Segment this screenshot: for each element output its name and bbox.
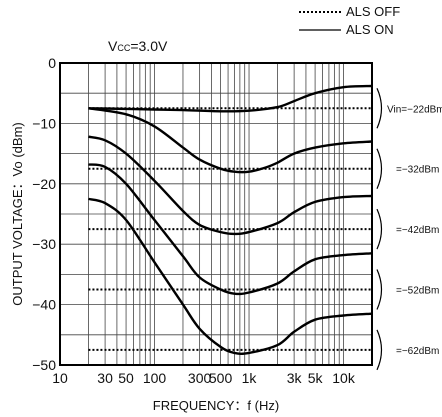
plot-frame: [59, 62, 373, 366]
x-tick-label: 100: [143, 370, 167, 386]
legend-label-als-on: ALS ON: [346, 22, 394, 37]
x-tick-label: 3k: [287, 370, 303, 386]
vin-bracket: [376, 88, 383, 129]
y-tick-label: 0: [48, 55, 56, 71]
x-tick-label: 10: [52, 370, 68, 386]
vin-label: =−42dBm: [396, 225, 439, 236]
y-tick-label: −40: [32, 297, 56, 313]
x-tick-label: 10k: [332, 370, 356, 386]
y-tick-label: −10: [32, 115, 56, 131]
vin-label: =−52dBm: [396, 286, 439, 297]
legend: ALS OFF ALS ON: [299, 4, 400, 37]
x-tick-label: 50: [118, 370, 134, 386]
series-line-solid-8: [88, 197, 373, 355]
series-line-solid-0: [88, 84, 373, 113]
vin-bracket: [376, 329, 383, 371]
series-line-solid-2: [88, 107, 373, 174]
y-axis-title: OUTPUT VOLTAGE：Vo (dBm): [10, 122, 25, 305]
y-tick-label: −50: [32, 357, 56, 373]
x-axis-title: FREQUENCY：f (Hz): [153, 398, 279, 413]
vin-label: =−32dBm: [396, 165, 439, 176]
y-tick-label: −30: [32, 236, 56, 252]
condition-label: VCC=3.0V: [108, 38, 168, 54]
grid: [60, 63, 372, 365]
x-tick-label: 500: [209, 370, 233, 386]
legend-label-als-off: ALS OFF: [346, 4, 400, 19]
series-layer: [88, 84, 373, 355]
x-tick-label: 1k: [242, 370, 258, 386]
vin-bracket: [376, 269, 383, 310]
x-tick-label: 300: [188, 370, 212, 386]
vin-brackets: Vin=−22dBm =−32dBm =−42dBm =−52dBm =−62dBm: [376, 88, 442, 371]
vin-bracket: [376, 148, 383, 189]
vin-label: Vin=−22dBm: [387, 104, 442, 115]
vin-label: =−62dBm: [396, 346, 439, 357]
x-tick-label: 5k: [308, 370, 324, 386]
series-line-solid-4: [88, 135, 373, 236]
x-tick-label: 30: [97, 370, 113, 386]
series-line-solid-6: [88, 163, 373, 296]
y-tick-labels: 0 −10 −20 −30 −40 −50: [32, 55, 56, 373]
y-tick-label: −20: [32, 176, 56, 192]
vin-bracket: [376, 208, 383, 250]
